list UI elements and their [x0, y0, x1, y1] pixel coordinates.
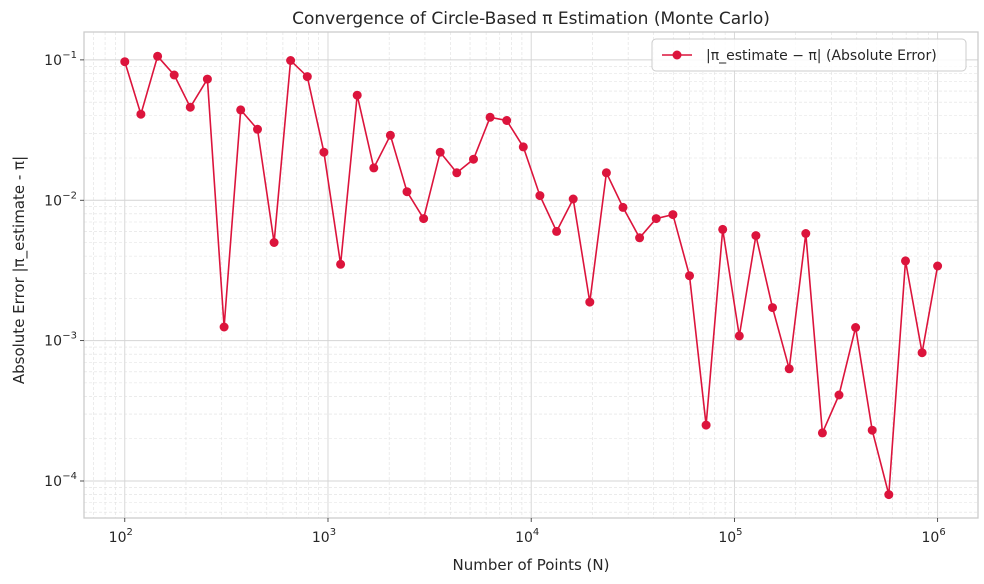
- data-point: [336, 259, 346, 269]
- x-tick-label: 106: [922, 527, 946, 546]
- data-point: [153, 51, 163, 61]
- data-points: [120, 51, 943, 500]
- data-point: [884, 490, 894, 500]
- data-point: [651, 214, 661, 224]
- data-point: [851, 323, 861, 332]
- x-axis-ticks: 102 103 104 105 106: [109, 518, 946, 546]
- data-point: [319, 147, 329, 157]
- data-point: [419, 214, 429, 224]
- data-point: [784, 364, 794, 374]
- data-point: [185, 102, 195, 112]
- data-point: [834, 390, 844, 400]
- data-point: [901, 256, 910, 266]
- data-point: [917, 348, 927, 358]
- legend-box: [651, 38, 967, 72]
- data-point: [469, 154, 478, 164]
- x-tick-label: 105: [718, 527, 742, 546]
- data-point: [253, 124, 262, 134]
- plot-area: [120, 51, 943, 500]
- data-point: [385, 130, 395, 140]
- legend: |π_estimate − π| (Absolute Error): [651, 38, 967, 72]
- data-point: [734, 331, 744, 341]
- data-point: [236, 105, 246, 115]
- x-tick-label: 102: [109, 527, 133, 546]
- data-point: [120, 57, 130, 67]
- x-axis-label: Number of Points (N): [452, 556, 609, 574]
- data-point: [286, 56, 296, 65]
- grid: [84, 32, 978, 518]
- data-point: [817, 428, 827, 438]
- data-point: [718, 224, 728, 234]
- data-point: [352, 90, 362, 100]
- data-point: [552, 226, 562, 236]
- y-tick-label: 10−4: [44, 471, 77, 490]
- chart-title: Convergence of Circle-Based π Estimation…: [292, 9, 770, 29]
- data-point: [369, 163, 379, 173]
- data-point: [169, 70, 179, 80]
- data-point: [518, 142, 528, 152]
- data-point: [435, 147, 445, 157]
- legend-marker: [672, 50, 682, 60]
- data-point: [568, 194, 578, 204]
- y-tick-label: 10−2: [44, 190, 77, 209]
- data-point: [768, 303, 777, 313]
- y-axis-label: Absolute Error |π_estimate - π|: [10, 156, 29, 384]
- x-tick-label: 104: [515, 527, 539, 546]
- data-point: [535, 191, 545, 201]
- data-point: [801, 229, 811, 238]
- data-point: [485, 112, 495, 122]
- data-point: [219, 322, 229, 332]
- data-point: [635, 233, 645, 243]
- data-point: [685, 271, 694, 281]
- data-point: [867, 425, 877, 435]
- data-point: [302, 72, 312, 82]
- data-point: [751, 231, 761, 241]
- data-point: [402, 187, 412, 197]
- data-point: [585, 297, 595, 307]
- y-tick-label: 10−1: [44, 50, 77, 69]
- y-tick-label: 10−3: [44, 331, 77, 350]
- legend-label: |π_estimate − π| (Absolute Error): [706, 48, 937, 64]
- data-point: [618, 202, 628, 212]
- data-point: [502, 116, 512, 125]
- data-point: [601, 168, 611, 178]
- data-point: [933, 261, 943, 271]
- data-point: [202, 74, 212, 84]
- data-point: [452, 168, 462, 178]
- data-point: [269, 238, 279, 247]
- y-axis-ticks: 10−1 10−2 10−3 10−4: [44, 50, 84, 490]
- data-point: [701, 420, 711, 430]
- data-point: [668, 210, 678, 220]
- series-line: [124, 54, 939, 495]
- x-tick-label: 103: [312, 527, 336, 546]
- data-point: [136, 109, 146, 119]
